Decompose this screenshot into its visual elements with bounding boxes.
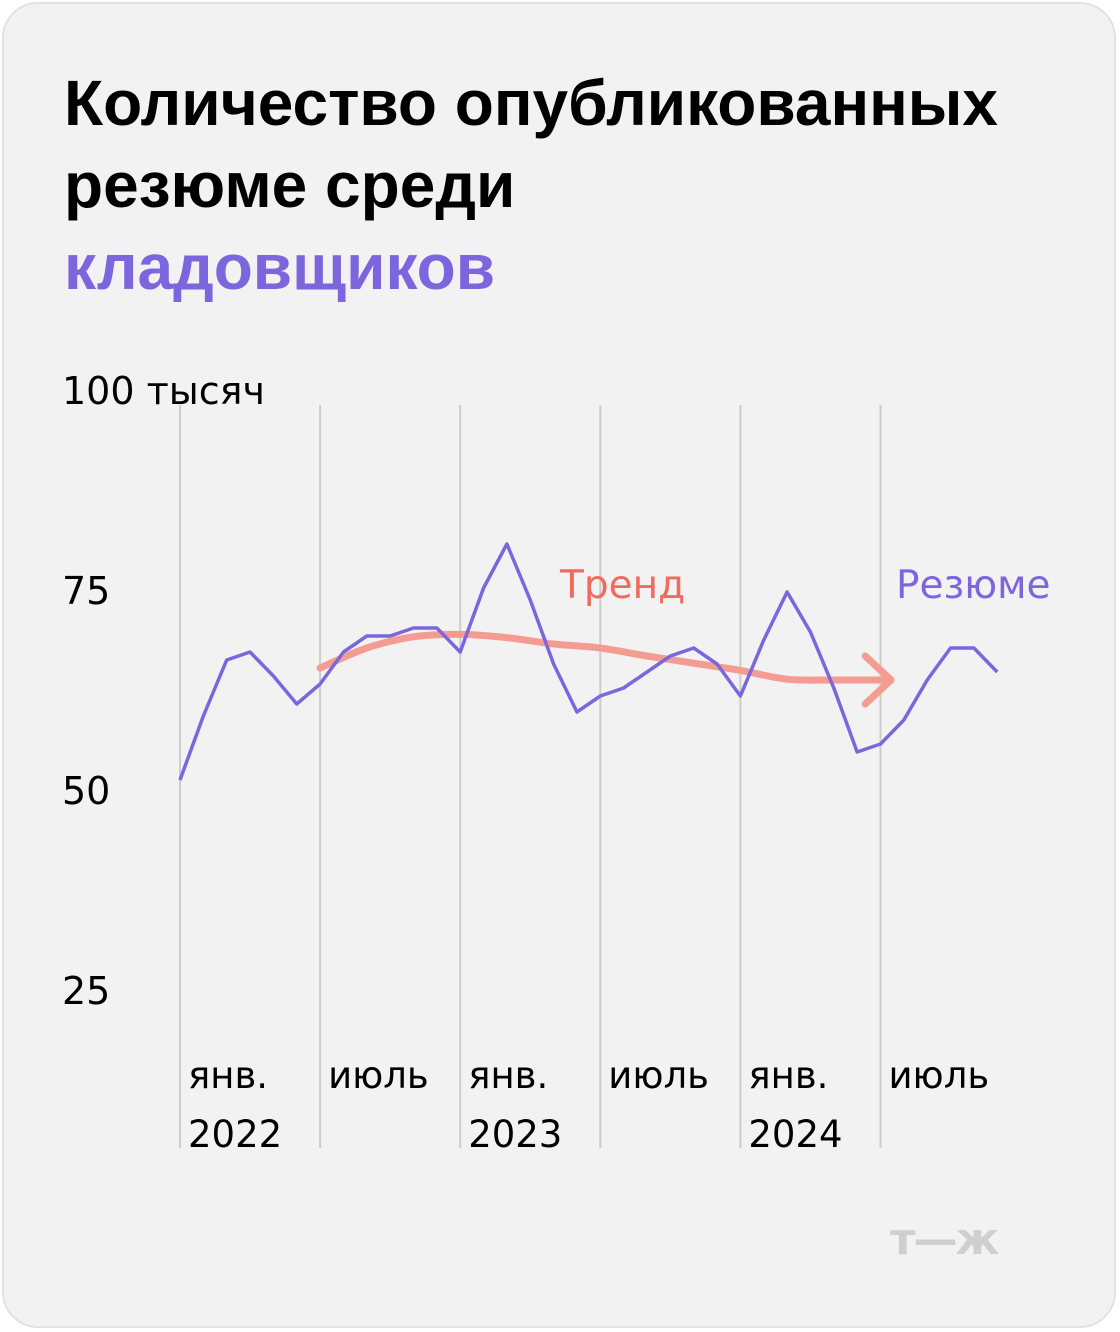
series-label: Резюме [896,563,1051,608]
y-tick-label: 25 [62,969,110,1013]
x-tick-label: июль [608,1054,709,1097]
series-labels: Тренд Резюме [559,563,1051,608]
grid-lines [179,405,882,1148]
trend-line [316,630,891,684]
series-line-resume [178,542,999,781]
series-group [178,542,999,781]
y-tick-label: 50 [62,769,110,813]
x-tick-label: янв. [468,1054,548,1097]
title-line-2: резюме среди [64,149,516,221]
x-tick-label: июль [889,1054,990,1097]
x-tick-year: 2024 [748,1113,842,1156]
trend-group [316,630,895,708]
x-tick-label: янв. [188,1054,268,1097]
y-tick-label: 100 тысяч [62,369,265,413]
x-tick-year: 2022 [188,1113,282,1156]
x-tick-label: июль [328,1054,429,1097]
tj-logo: т—ж [890,1214,999,1265]
y-tick-label: 75 [62,569,110,613]
x-tick-year: 2023 [468,1113,562,1156]
x-axis-ticks: янв. 2022 июль янв. 2023 июль янв. 2024 июль [188,1054,989,1156]
x-tick-label: янв. [748,1054,828,1097]
y-axis-ticks: 100 тысяч 75 50 25 [62,369,265,1013]
trend-label: Тренд [559,563,685,608]
trend-arrowhead [861,652,895,708]
title-line-1: Количество опубликованных [64,67,998,139]
chart-title: Количество опубликованных резюме среди к… [64,62,1074,308]
title-line-3: кладовщиков [64,231,496,303]
